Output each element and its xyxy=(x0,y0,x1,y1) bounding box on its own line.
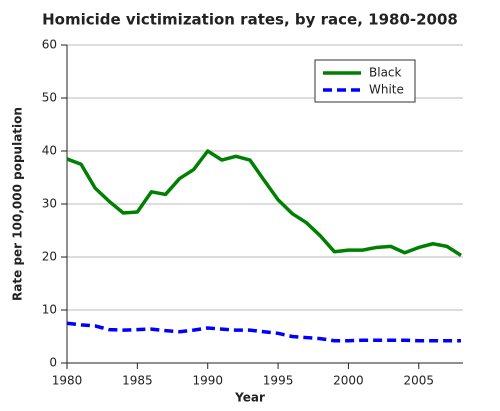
data-line xyxy=(66,149,462,257)
y-tick-label: 10 xyxy=(42,303,57,317)
x-tick-label: 1990 xyxy=(192,374,223,388)
legend-label: Black xyxy=(369,66,402,80)
y-tick-label: 40 xyxy=(42,144,57,158)
data-line xyxy=(66,321,461,343)
y-tick-label: 30 xyxy=(42,197,57,211)
y-tick-label: 60 xyxy=(42,38,57,52)
y-tick-label: 0 xyxy=(49,356,57,370)
x-axis-label: Year xyxy=(234,391,265,405)
legend-label: White xyxy=(369,83,404,97)
x-tick-label: 2000 xyxy=(333,374,364,388)
x-tick-label: 2005 xyxy=(404,374,435,388)
y-tick-label: 20 xyxy=(42,250,57,264)
y-axis-label: Rate per 100,000 population xyxy=(11,107,25,301)
legend-box xyxy=(314,59,416,103)
chart-title: Homicide victimization rates, by race, 1… xyxy=(42,11,458,29)
x-tick-label: 1985 xyxy=(122,374,153,388)
y-tick-label: 50 xyxy=(42,91,57,105)
x-tick-label: 1980 xyxy=(52,374,83,388)
x-tick-label: 1995 xyxy=(263,374,294,388)
